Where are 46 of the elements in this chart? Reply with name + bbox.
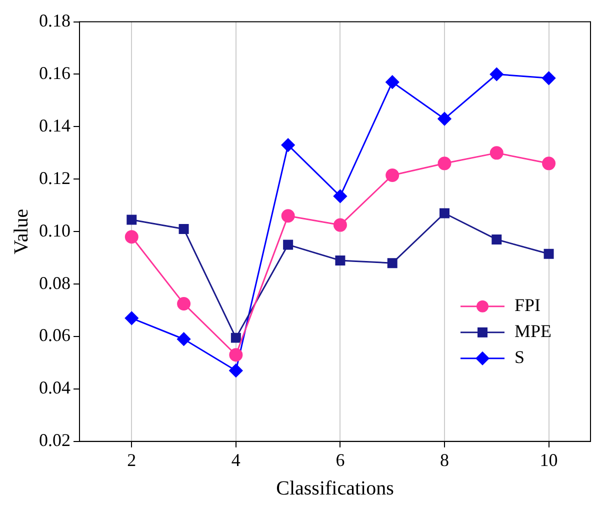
y-tick-label: 0.04 [39, 378, 70, 398]
point [178, 224, 189, 234]
point [386, 168, 400, 182]
point [229, 348, 243, 362]
x-tick-label: 10 [540, 450, 558, 470]
y-tick-label: 0.12 [39, 168, 70, 188]
x-axis-title: Classifications [276, 477, 394, 500]
point [438, 156, 452, 170]
y-tick-label: 0.02 [39, 430, 70, 450]
x-tick-label: 8 [440, 450, 449, 470]
point [229, 364, 243, 378]
point [124, 230, 138, 244]
y-tick-label: 0.16 [39, 62, 70, 83]
point [490, 68, 504, 81]
point [281, 138, 295, 152]
x-tick-label: 2 [127, 450, 136, 470]
point [544, 248, 554, 259]
point [333, 189, 347, 203]
point [440, 208, 450, 218]
point [281, 209, 295, 223]
y-tick-label: 0.10 [39, 220, 70, 240]
point [283, 240, 294, 250]
point [542, 71, 556, 85]
x-tick-label: 6 [336, 450, 345, 470]
legend-label: FPI [514, 295, 541, 316]
point [177, 332, 191, 346]
point [542, 156, 556, 170]
point [230, 332, 241, 343]
point [438, 112, 452, 126]
x-tick-label: 4 [231, 450, 240, 470]
point [333, 218, 347, 232]
point [386, 75, 400, 89]
point [335, 255, 346, 266]
y-tick-label: 0.08 [39, 272, 70, 293]
point [490, 146, 504, 160]
legend-label: S [514, 347, 525, 368]
y-tick-label: 0.14 [39, 115, 70, 136]
y-tick-label: 0.06 [39, 325, 70, 346]
point [177, 296, 191, 310]
point [124, 311, 138, 325]
y-axis-title: Value [10, 208, 32, 254]
point [126, 214, 137, 225]
y-tick-label: 0.18 [39, 10, 70, 31]
legend-label: MPE [514, 321, 552, 342]
point [387, 258, 398, 268]
point [492, 234, 502, 244]
